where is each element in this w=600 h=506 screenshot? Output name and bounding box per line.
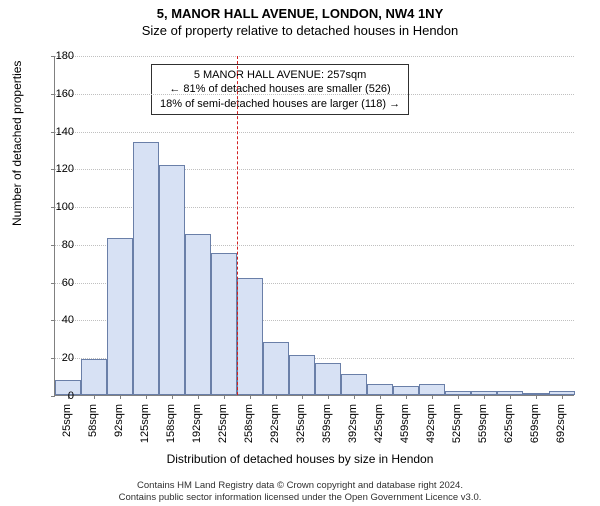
xtick-label: 492sqm	[425, 404, 437, 443]
xtick-label: 125sqm	[139, 404, 151, 443]
caption-line1: Contains HM Land Registry data © Crown c…	[0, 480, 600, 492]
xtick-mark	[120, 395, 121, 399]
plot-region: 5 MANOR HALL AVENUE: 257sqm ← 81% of det…	[54, 56, 574, 396]
histogram-bar	[185, 234, 211, 395]
gridline	[55, 132, 574, 133]
annotation-box: 5 MANOR HALL AVENUE: 257sqm ← 81% of det…	[151, 64, 409, 115]
chart-area: 5 MANOR HALL AVENUE: 257sqm ← 81% of det…	[54, 56, 574, 396]
xtick-label: 525sqm	[451, 404, 463, 443]
ytick-label: 40	[46, 314, 74, 326]
xtick-mark	[536, 395, 537, 399]
histogram-bar	[159, 165, 185, 395]
histogram-bar	[315, 363, 341, 395]
x-axis-label: Distribution of detached houses by size …	[0, 452, 600, 466]
xtick-label: 559sqm	[477, 404, 489, 443]
xtick-label: 692sqm	[555, 404, 567, 443]
histogram-bar	[263, 342, 289, 395]
xtick-label: 359sqm	[321, 404, 333, 443]
xtick-label: 192sqm	[191, 404, 203, 443]
xtick-mark	[276, 395, 277, 399]
xtick-label: 625sqm	[503, 404, 515, 443]
xtick-mark	[458, 395, 459, 399]
histogram-bar	[133, 142, 159, 395]
caption-line2: Contains public sector information licen…	[0, 492, 600, 504]
annotation-line1: 5 MANOR HALL AVENUE: 257sqm	[160, 68, 400, 82]
xtick-label: 158sqm	[165, 404, 177, 443]
chart-title-sub: Size of property relative to detached ho…	[0, 23, 600, 38]
xtick-mark	[484, 395, 485, 399]
ytick-label: 100	[46, 201, 74, 213]
ytick-label: 140	[46, 126, 74, 138]
xtick-mark	[224, 395, 225, 399]
histogram-bar	[289, 355, 315, 395]
xtick-mark	[406, 395, 407, 399]
histogram-bar	[341, 374, 367, 395]
xtick-mark	[380, 395, 381, 399]
ytick-label: 20	[46, 352, 74, 364]
xtick-label: 258sqm	[243, 404, 255, 443]
histogram-bar	[393, 386, 419, 395]
ytick-label: 0	[46, 390, 74, 402]
xtick-mark	[562, 395, 563, 399]
xtick-mark	[328, 395, 329, 399]
histogram-bar	[367, 384, 393, 395]
histogram-bar	[107, 238, 133, 395]
xtick-label: 25sqm	[61, 404, 73, 437]
xtick-label: 425sqm	[373, 404, 385, 443]
gridline	[55, 56, 574, 57]
ytick-label: 160	[46, 88, 74, 100]
xtick-mark	[302, 395, 303, 399]
histogram-bar	[237, 278, 263, 395]
ytick-label: 120	[46, 163, 74, 175]
xtick-label: 225sqm	[217, 404, 229, 443]
y-axis-label: Number of detached properties	[10, 61, 24, 226]
xtick-mark	[172, 395, 173, 399]
xtick-mark	[432, 395, 433, 399]
xtick-mark	[510, 395, 511, 399]
ytick-label: 60	[46, 277, 74, 289]
xtick-label: 58sqm	[87, 404, 99, 437]
source-caption: Contains HM Land Registry data © Crown c…	[0, 480, 600, 504]
xtick-mark	[146, 395, 147, 399]
histogram-bar	[81, 359, 107, 395]
xtick-label: 92sqm	[113, 404, 125, 437]
histogram-bar	[419, 384, 445, 395]
histogram-bar	[211, 253, 237, 395]
xtick-mark	[354, 395, 355, 399]
xtick-label: 392sqm	[347, 404, 359, 443]
xtick-mark	[94, 395, 95, 399]
annotation-line3: 18% of semi-detached houses are larger (…	[160, 97, 400, 111]
chart-title-main: 5, MANOR HALL AVENUE, LONDON, NW4 1NY	[0, 6, 600, 21]
xtick-label: 659sqm	[529, 404, 541, 443]
xtick-label: 325sqm	[295, 404, 307, 443]
gridline	[55, 94, 574, 95]
xtick-mark	[198, 395, 199, 399]
xtick-label: 459sqm	[399, 404, 411, 443]
xtick-mark	[250, 395, 251, 399]
xtick-label: 292sqm	[269, 404, 281, 443]
ytick-label: 180	[46, 50, 74, 62]
ytick-label: 80	[46, 239, 74, 251]
reference-line	[237, 56, 238, 395]
